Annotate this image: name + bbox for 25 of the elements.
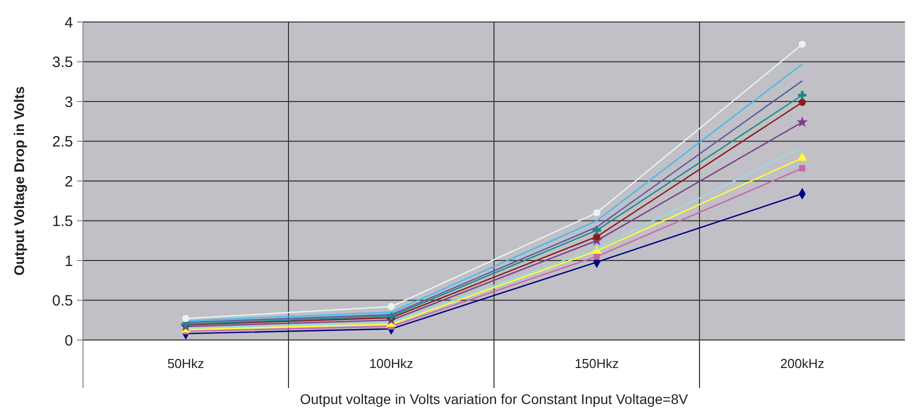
x-axis-title: Output voltage in Volts variation for Constant Input Voltage=8V bbox=[300, 391, 689, 407]
point bbox=[796, 116, 808, 127]
point bbox=[798, 40, 806, 48]
y-tick-label: 3 bbox=[64, 94, 73, 111]
x-tick-label: 200kHz bbox=[780, 356, 824, 371]
y-tick-label: 2 bbox=[64, 173, 73, 190]
y-tick-label: 0 bbox=[64, 332, 73, 350]
point bbox=[798, 90, 806, 100]
y-tick-label: 2.5 bbox=[52, 134, 73, 150]
point bbox=[797, 152, 808, 161]
x-tick-label: 100Hkz bbox=[369, 356, 414, 371]
point bbox=[594, 253, 600, 260]
point bbox=[798, 98, 806, 106]
x-tick-label: 150Hkz bbox=[574, 356, 619, 371]
y-axis-title: Output Voltage Drop in Volts bbox=[11, 86, 27, 276]
x-tick-label: 50Hkz bbox=[167, 356, 204, 371]
y-tick-label: 0.5 bbox=[52, 292, 73, 310]
point bbox=[182, 314, 190, 322]
y-tick-label: 3.5 bbox=[52, 54, 73, 71]
y-tick-label: 1 bbox=[64, 252, 73, 270]
point bbox=[799, 165, 806, 172]
y-tick-label: 4 bbox=[64, 14, 73, 32]
point bbox=[388, 303, 395, 310]
y-tick-label: 1.5 bbox=[52, 213, 73, 230]
point bbox=[593, 209, 600, 216]
